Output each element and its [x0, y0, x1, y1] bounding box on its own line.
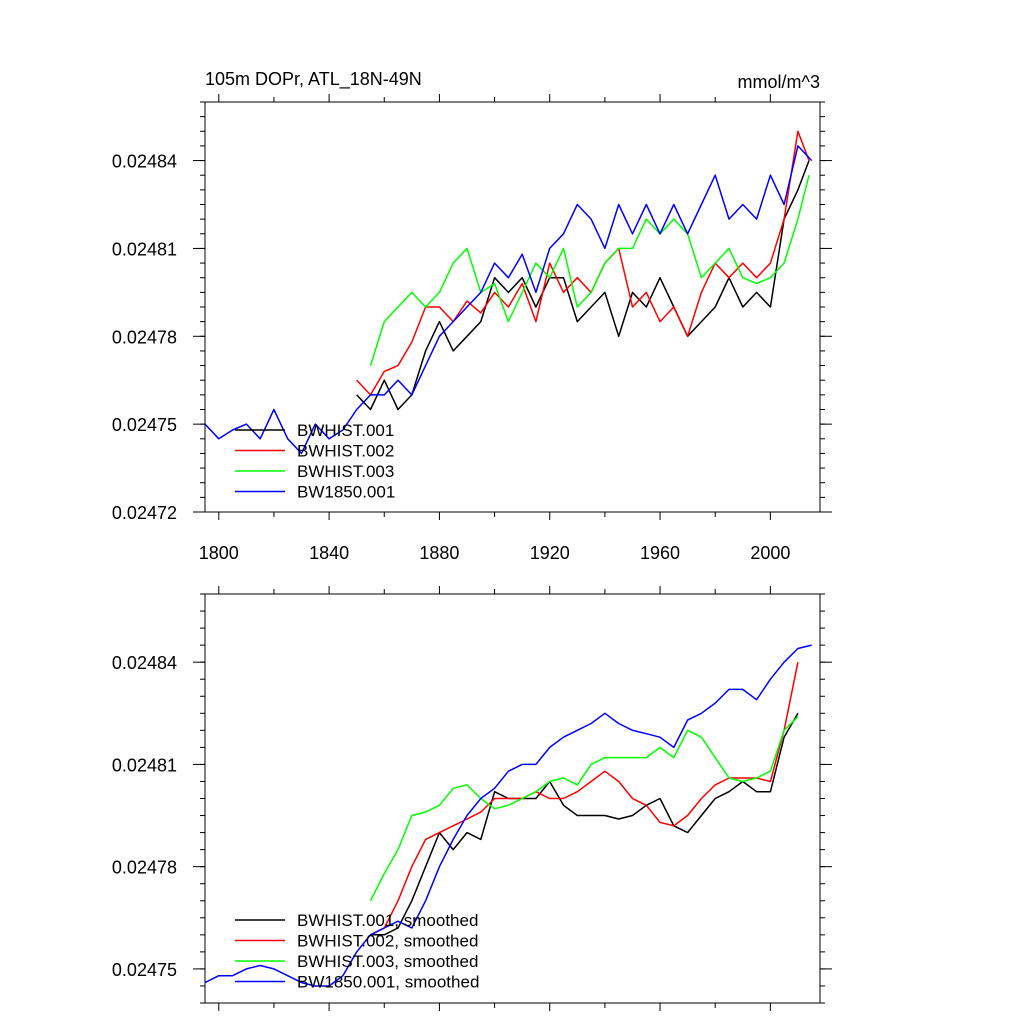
units-label: mmol/m^3	[738, 72, 820, 92]
y-tick-label: 0.02478	[112, 327, 177, 347]
series-line-2	[356, 130, 810, 396]
legend-label: BWHIST.001	[297, 421, 394, 440]
x-tick-label: 1920	[530, 543, 570, 563]
y-tick-label: 0.02475	[112, 960, 177, 980]
series-line-4	[205, 644, 812, 987]
series-line-3	[369, 175, 810, 366]
x-tick-label: 1840	[309, 543, 349, 563]
y-tick-label: 0.02478	[112, 858, 177, 878]
legend-label: BWHIST.003, smoothed	[297, 952, 478, 971]
x-tick-label: 1880	[419, 543, 459, 563]
series-line-2	[370, 662, 799, 936]
top-panel: 105m DOPr, ATL_18N-49N mmol/m^3 1800 1840…	[112, 69, 832, 563]
series-line-1	[370, 712, 799, 936]
legend-label: BW1850.001, smoothed	[297, 973, 479, 992]
y-tick-label: 0.02484	[112, 152, 177, 172]
y-tick-label: 0.02481	[112, 755, 177, 775]
bottom-panel: 0.02475 0.02478 0.02481 0.02484 BWHIST.001, …	[112, 586, 832, 1011]
series-line-3	[369, 716, 799, 902]
x-tick-label: 2000	[750, 543, 790, 563]
series-line-1	[356, 160, 810, 411]
y-tick-label: 0.02484	[112, 653, 177, 673]
series-line-4	[205, 145, 813, 455]
x-tick-label: 1960	[640, 543, 680, 563]
legend-label: BWHIST.002	[297, 442, 394, 461]
y-tick-label: 0.02481	[112, 239, 177, 259]
legend-label: BWHIST.001, smoothed	[297, 911, 478, 930]
chart-title: 105m DOPr, ATL_18N-49N	[205, 69, 422, 90]
legend-label: BWHIST.002, smoothed	[297, 932, 478, 951]
x-tick-label: 1800	[199, 543, 239, 563]
legend-label: BW1850.001	[297, 483, 395, 502]
y-tick-label: 0.02472	[112, 503, 177, 523]
y-tick-label: 0.02475	[112, 415, 177, 435]
legend-label: BWHIST.003	[297, 462, 394, 481]
